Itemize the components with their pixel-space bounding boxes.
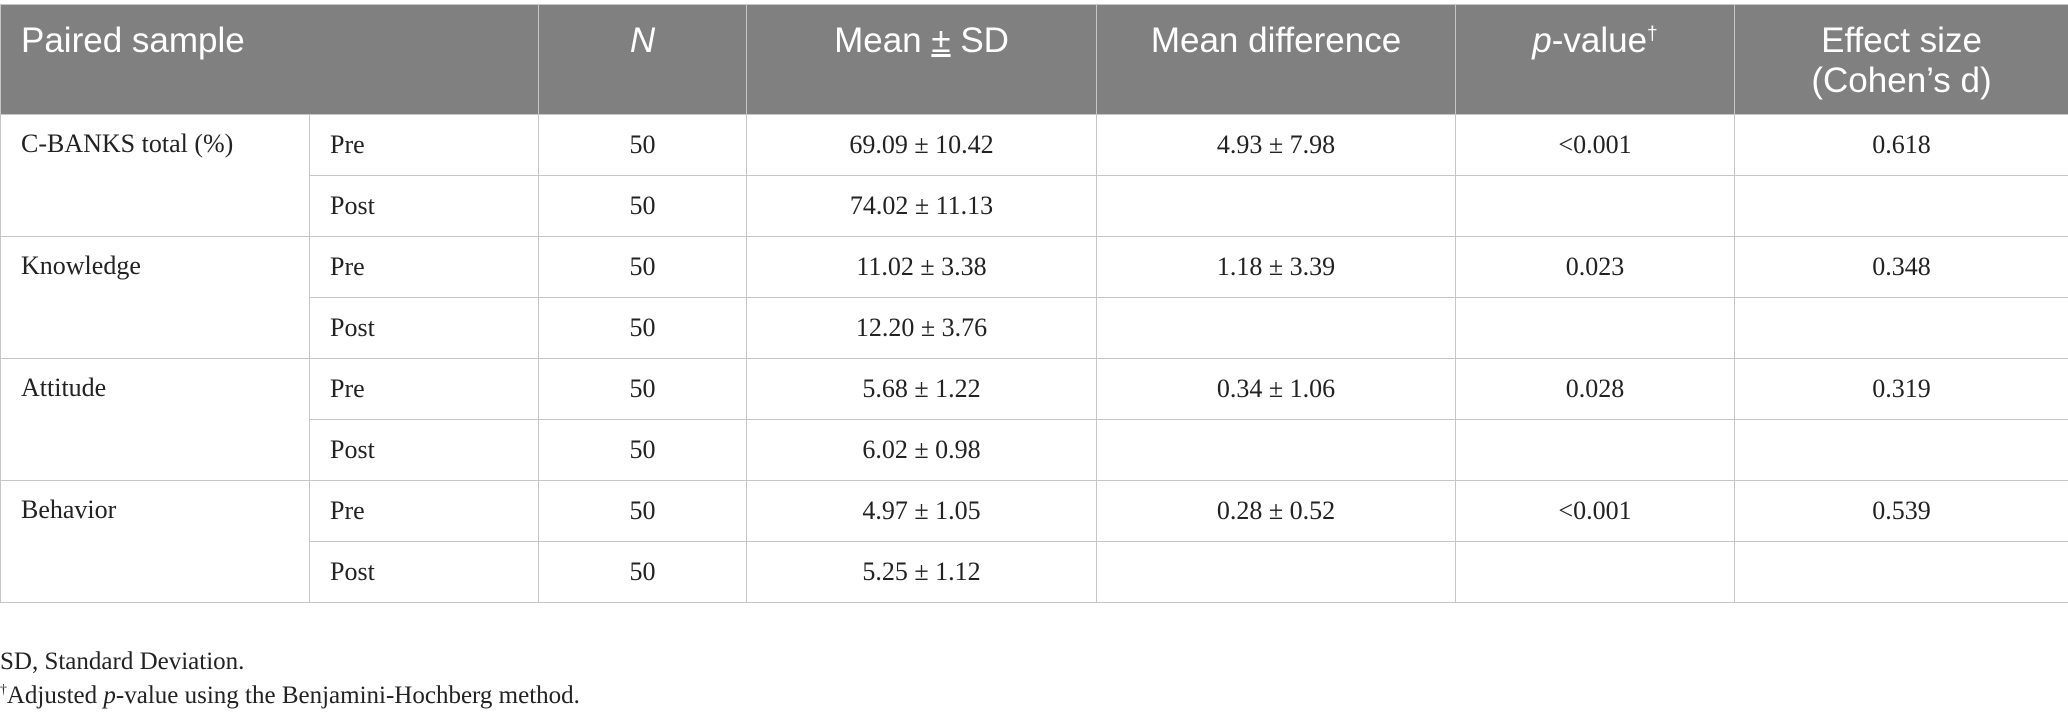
effect-size-cell: 0.348	[1734, 236, 2068, 298]
effect-size-cell: 0.539	[1734, 480, 2068, 542]
phase-cell: Pre	[308, 480, 540, 542]
phase-cell: Pre	[308, 236, 540, 298]
mean-difference-cell	[1096, 297, 1457, 359]
n-cell: 50	[538, 236, 748, 298]
p-value-cell	[1455, 175, 1736, 237]
header-paired-sample: Paired sample	[0, 4, 540, 115]
mean-sd-cell: 6.02 ± 0.98	[746, 419, 1098, 481]
header-p-value: p-value†	[1455, 4, 1736, 115]
table-body: C-BANKS total (%) Pre 50 69.09 ± 10.42 4.93 …	[0, 114, 2068, 603]
table-row: Behavior Pre 50 4.97 ± 1.05 0.28 ± 0.52 <0.00…	[0, 480, 2068, 603]
group-name-cell: Attitude	[0, 358, 310, 481]
table-header: Paired sample N Mean ± SD Mean differenc…	[0, 4, 2068, 115]
n-cell: 50	[538, 297, 748, 359]
header-row: Paired sample N Mean ± SD Mean differenc…	[0, 4, 2068, 115]
n-cell: 50	[538, 358, 748, 420]
p-value-cell: 0.028	[1455, 358, 1736, 420]
n-cell: 50	[538, 480, 748, 542]
group-name-cell: C-BANKS total (%)	[0, 114, 310, 237]
mean-sd-cell: 69.09 ± 10.42	[746, 114, 1098, 176]
group-name-cell: Knowledge	[0, 236, 310, 359]
mean-difference-cell	[1096, 541, 1457, 603]
footnote-adjusted-prefix: Adjusted	[6, 682, 104, 709]
p-value-cell	[1455, 541, 1736, 603]
header-pm-symbol: ±	[931, 21, 951, 60]
p-value-cell: 0.023	[1455, 236, 1736, 298]
table-row: C-BANKS total (%) Pre 50 69.09 ± 10.42 4.93 …	[0, 114, 2068, 237]
header-mean-label: Mean	[834, 21, 922, 60]
table-row: Post 50 74.02 ± 11.13	[1, 175, 2068, 237]
effect-size-cell	[1734, 297, 2068, 359]
mean-difference-cell	[1096, 419, 1457, 481]
n-cell: 50	[538, 419, 748, 481]
mean-sd-cell: 74.02 ± 11.13	[746, 175, 1098, 237]
p-value-cell	[1455, 297, 1736, 359]
mean-sd-cell: 5.68 ± 1.22	[746, 358, 1098, 420]
header-effect-size-line2: (Cohen’s d)	[1811, 61, 1992, 100]
mean-difference-cell: 4.93 ± 7.98	[1096, 114, 1457, 176]
header-effect-size-line1: Effect size	[1821, 21, 1982, 60]
footnote-adjusted: †Adjusted p-value using the Benjamini-Ho…	[0, 679, 580, 713]
mean-sd-cell: 12.20 ± 3.76	[746, 297, 1098, 359]
header-n: N	[538, 4, 748, 115]
header-p-letter: p	[1532, 21, 1552, 60]
effect-size-cell: 0.319	[1734, 358, 2068, 420]
mean-difference-cell	[1096, 175, 1457, 237]
phase-cell: Post	[308, 297, 540, 359]
table-row: Knowledge Pre 50 11.02 ± 3.38 1.18 ± 3.39 0.0…	[0, 236, 2068, 359]
phase-cell: Post	[308, 541, 540, 603]
p-value-cell: <0.001	[1455, 114, 1736, 176]
group-name-cell: Behavior	[0, 480, 310, 603]
footnote-dagger-mark: †	[0, 681, 7, 697]
table-row: Post 50 12.20 ± 3.76	[1, 297, 2068, 359]
effect-size-cell: 0.618	[1734, 114, 2068, 176]
p-value-cell	[1455, 419, 1736, 481]
mean-difference-cell: 0.34 ± 1.06	[1096, 358, 1457, 420]
n-cell: 50	[538, 114, 748, 176]
table-row: Attitude Pre 50 5.68 ± 1.22 0.34 ± 1.06 0.028…	[0, 358, 2068, 481]
phase-cell: Pre	[308, 114, 540, 176]
mean-sd-cell: 5.25 ± 1.12	[746, 541, 1098, 603]
phase-cell: Pre	[308, 358, 540, 420]
p-value-cell: <0.001	[1455, 480, 1736, 542]
effect-size-cell	[1734, 541, 2068, 603]
n-cell: 50	[538, 541, 748, 603]
header-effect-size: Effect size (Cohen’s d)	[1734, 4, 2068, 115]
header-n-label: N	[629, 21, 656, 60]
mean-difference-cell: 1.18 ± 3.39	[1096, 236, 1457, 298]
effect-size-cell	[1734, 419, 2068, 481]
results-table: Paired sample N Mean ± SD Mean differenc…	[0, 4, 2068, 603]
phase-cell: Post	[308, 175, 540, 237]
phase-cell: Post	[308, 419, 540, 481]
header-sd-label: SD	[960, 21, 1009, 60]
header-dagger-mark: †	[1647, 23, 1658, 45]
mean-sd-cell: 4.97 ± 1.05	[746, 480, 1098, 542]
header-mean-sd: Mean ± SD	[746, 4, 1098, 115]
mean-sd-cell: 11.02 ± 3.38	[746, 236, 1098, 298]
table-row: Post 50 6.02 ± 0.98	[1, 419, 2068, 481]
effect-size-cell	[1734, 175, 2068, 237]
footnote-adjusted-suffix: -value using the Benjamini-Hochberg meth…	[115, 682, 580, 709]
header-mean-difference: Mean difference	[1096, 4, 1457, 115]
mean-difference-cell: 0.28 ± 0.52	[1096, 480, 1457, 542]
table-footnotes: SD, Standard Deviation. †Adjusted p-valu…	[0, 645, 580, 713]
table-row: Post 50 5.25 ± 1.12	[1, 541, 2068, 603]
n-cell: 50	[538, 175, 748, 237]
footnote-p-letter: p	[103, 682, 116, 709]
header-p-suffix: -value	[1551, 21, 1648, 60]
footnote-sd: SD, Standard Deviation.	[0, 648, 245, 675]
